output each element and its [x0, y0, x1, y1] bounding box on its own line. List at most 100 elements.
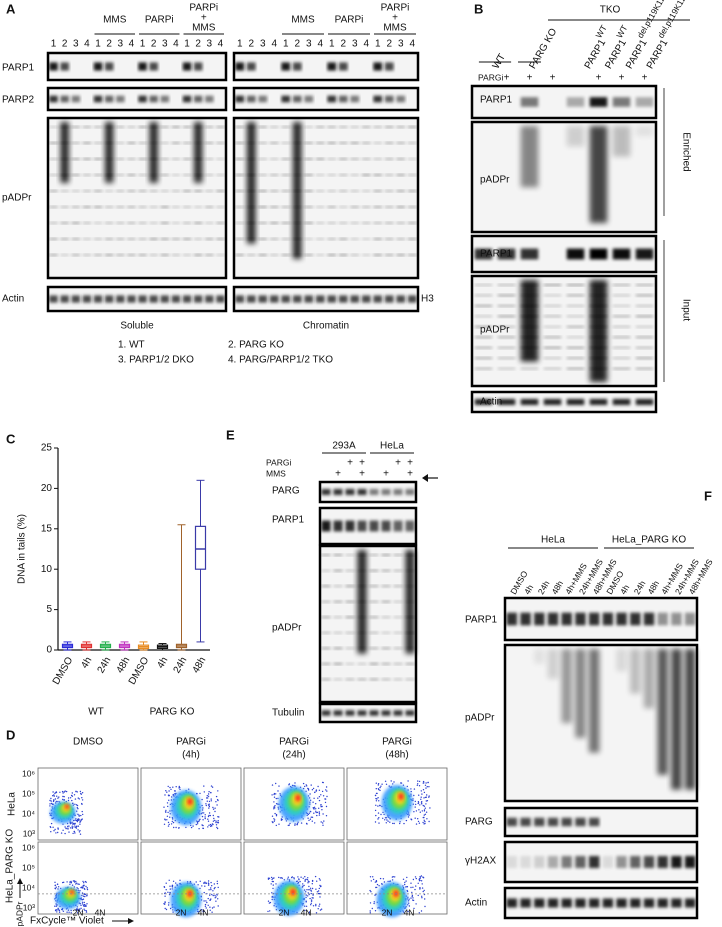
plot-frame: [37, 767, 139, 841]
event: [76, 820, 79, 823]
event: [299, 880, 301, 883]
band: [193, 238, 203, 240]
blot-label: Actin: [465, 898, 487, 909]
band: [333, 600, 343, 603]
event: [78, 883, 80, 885]
band: [612, 399, 631, 405]
band: [246, 254, 256, 256]
event: [57, 831, 59, 834]
event: [216, 827, 219, 830]
event: [326, 790, 328, 792]
band: [269, 142, 279, 144]
event: [75, 804, 78, 806]
event: [425, 811, 428, 813]
band: [474, 367, 493, 370]
band: [393, 678, 403, 681]
x-tick-label: 2N: [176, 907, 187, 917]
band: [384, 62, 394, 71]
event: [81, 901, 84, 903]
event: [171, 884, 174, 886]
lane-number: 2: [195, 39, 201, 50]
band: [350, 95, 360, 103]
sign: +: [407, 458, 413, 469]
band: [60, 295, 69, 303]
event: [412, 899, 414, 901]
band: [138, 158, 147, 160]
event: [317, 908, 319, 910]
blot: [232, 285, 420, 313]
event: [311, 887, 314, 890]
band: [643, 856, 655, 868]
event: [201, 809, 204, 811]
event: [316, 811, 319, 814]
event: [275, 813, 278, 816]
event: [319, 884, 321, 887]
band: [393, 647, 403, 650]
event: [378, 800, 380, 802]
event: [76, 804, 79, 807]
event: [207, 884, 210, 886]
band: [671, 856, 682, 868]
band: [82, 142, 92, 144]
event: [415, 803, 417, 806]
band: [160, 254, 170, 256]
event: [319, 909, 322, 911]
event: [196, 821, 199, 824]
condition-label: PARGi: [176, 737, 206, 748]
event: [164, 895, 166, 897]
event: [71, 822, 73, 824]
band: [82, 222, 92, 224]
band: [635, 357, 654, 360]
band: [369, 520, 379, 532]
band: [381, 554, 391, 556]
event: [83, 882, 85, 884]
event: [205, 900, 207, 902]
event: [81, 792, 84, 794]
event: [214, 897, 216, 899]
event: [50, 822, 53, 825]
band: [543, 346, 562, 349]
event: [421, 895, 423, 897]
event: [318, 796, 321, 798]
event: [202, 824, 204, 827]
event: [303, 889, 306, 891]
band: [171, 190, 181, 192]
event: [381, 883, 383, 885]
event: [274, 805, 276, 807]
event: [179, 788, 181, 791]
event: [214, 807, 216, 809]
band: [60, 95, 69, 103]
y-axis-label: DNA in tails (%): [17, 514, 28, 584]
event: [382, 811, 384, 814]
event: [425, 803, 427, 805]
event: [307, 787, 309, 790]
band: [497, 304, 516, 307]
density: [64, 804, 70, 809]
event: [54, 888, 57, 890]
event: [175, 792, 177, 795]
event: [320, 821, 322, 823]
band: [182, 190, 192, 192]
band: [338, 62, 348, 71]
event: [369, 902, 372, 904]
cell-line-label: HeLa: [541, 535, 565, 546]
event: [320, 794, 322, 796]
event: [168, 799, 170, 801]
event: [306, 879, 309, 881]
band: [566, 336, 585, 339]
event: [199, 887, 201, 890]
band: [71, 126, 81, 128]
event: [67, 827, 69, 829]
blot-frame: [46, 86, 228, 112]
event: [305, 905, 308, 907]
event: [79, 823, 81, 825]
event: [74, 881, 76, 883]
band: [160, 190, 170, 192]
band: [396, 158, 406, 160]
event: [388, 785, 390, 787]
event: [202, 807, 204, 809]
treatment-label: PARPi: [381, 3, 410, 14]
band: [361, 126, 371, 128]
blot-frame: [503, 643, 699, 803]
band: [534, 612, 545, 626]
